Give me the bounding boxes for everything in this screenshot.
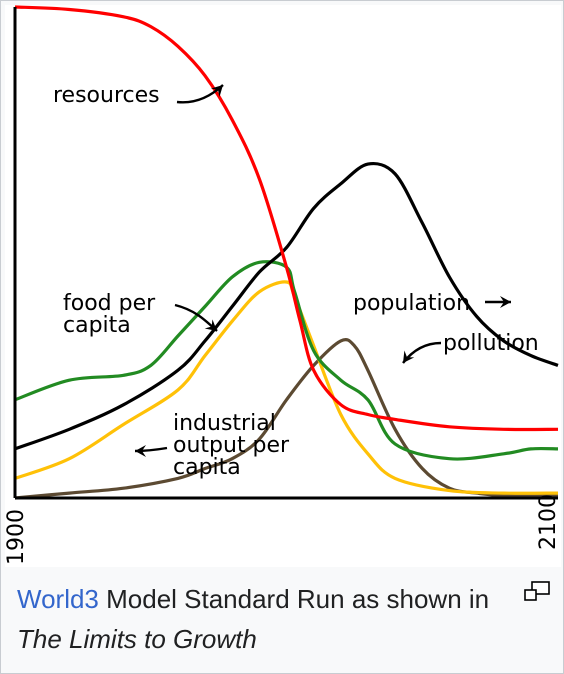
book-title: The Limits to Growth: [17, 624, 257, 654]
image-caption: World3 Model Standard Run as shown in Th…: [17, 579, 517, 659]
series-line-food-per-capita: [14, 260, 559, 461]
annotation-population-line-0: population: [353, 291, 470, 316]
magnify-clip-icon[interactable]: [523, 581, 551, 603]
series-line-population: [14, 161, 559, 451]
annotation-industrial-output-per-capita-line-2: capita: [173, 455, 241, 480]
series-line-resources: [14, 5, 559, 432]
x-tick-label-end: 2100: [536, 494, 561, 550]
x-tick-label-start: 1900: [5, 509, 29, 565]
annotation-pollution-line-0: pollution: [443, 331, 539, 356]
annotation-arrowhead-population: [500, 296, 511, 308]
caption-text: Model Standard Run as shown in: [98, 584, 490, 614]
annotation-food-per-capita-line-0: food per: [63, 291, 156, 316]
chart-image[interactable]: 1900 2100 resources population food per cap…: [5, 5, 561, 567]
annotation-arrowhead-food-per-capita: [204, 319, 217, 331]
annotation-arrowhead-pollution: [403, 350, 415, 363]
annotation-arrowhead-industrial-output-per-capita: [135, 445, 146, 457]
series-line-pollution: [14, 337, 559, 500]
annotation-resources-line-0: resources: [53, 83, 160, 108]
annotation-arrowhead-resources: [210, 85, 223, 98]
annotation-food-per-capita-line-1: capita: [63, 313, 131, 338]
annotation-industrial-output-per-capita-line-0: industrial: [173, 411, 276, 436]
world3-link[interactable]: World3: [17, 584, 99, 614]
annotation-industrial-output-per-capita-line-1: output per: [173, 433, 290, 458]
